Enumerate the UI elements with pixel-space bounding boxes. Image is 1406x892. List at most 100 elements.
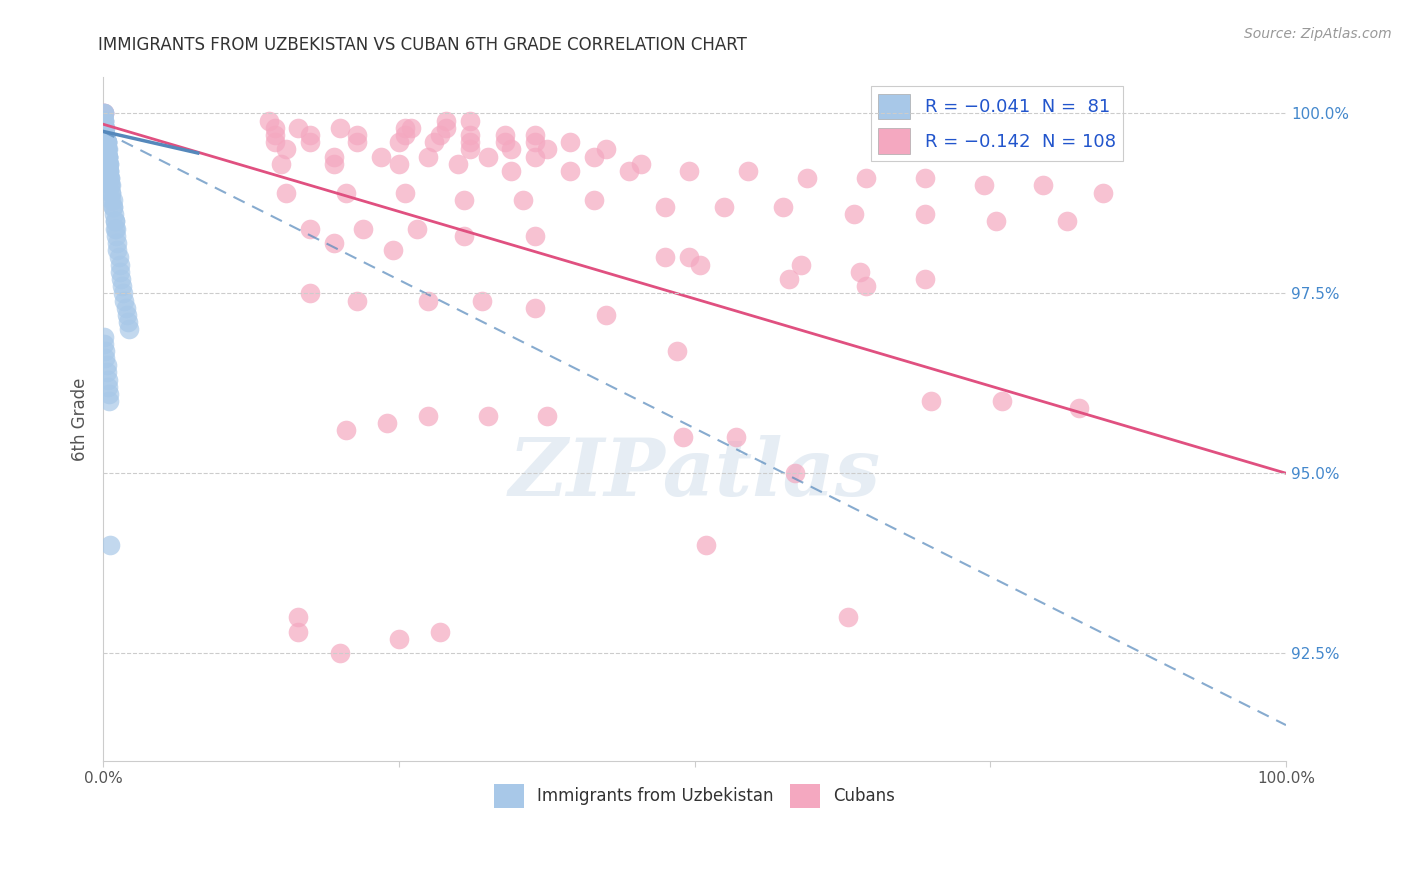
Point bbox=[93, 336, 115, 351]
Point bbox=[97, 373, 120, 387]
Point bbox=[105, 243, 128, 257]
Point bbox=[855, 279, 877, 293]
Point bbox=[595, 308, 617, 322]
Point bbox=[104, 214, 127, 228]
Point bbox=[560, 164, 582, 178]
Point bbox=[263, 120, 285, 135]
Point bbox=[595, 142, 617, 156]
Point bbox=[257, 113, 280, 128]
Point bbox=[93, 113, 115, 128]
Point bbox=[494, 128, 516, 142]
Point bbox=[110, 272, 132, 286]
Point bbox=[98, 164, 121, 178]
Point bbox=[630, 157, 652, 171]
Point bbox=[97, 157, 120, 171]
Point bbox=[1091, 186, 1114, 200]
Point bbox=[678, 251, 700, 265]
Point bbox=[108, 258, 131, 272]
Point bbox=[96, 135, 118, 149]
Point bbox=[388, 157, 411, 171]
Point bbox=[695, 538, 717, 552]
Point bbox=[93, 106, 115, 120]
Point bbox=[790, 258, 813, 272]
Point bbox=[97, 150, 120, 164]
Point bbox=[471, 293, 494, 308]
Point bbox=[276, 142, 298, 156]
Point bbox=[434, 120, 457, 135]
Point bbox=[96, 142, 118, 156]
Point bbox=[678, 164, 700, 178]
Point bbox=[1056, 214, 1078, 228]
Point bbox=[96, 142, 118, 156]
Point bbox=[103, 207, 125, 221]
Point bbox=[346, 135, 368, 149]
Point bbox=[399, 120, 422, 135]
Point bbox=[855, 171, 877, 186]
Point bbox=[97, 157, 120, 171]
Point bbox=[118, 322, 141, 336]
Point bbox=[991, 394, 1014, 409]
Point bbox=[453, 228, 475, 243]
Point bbox=[654, 251, 676, 265]
Point bbox=[394, 128, 416, 142]
Point bbox=[94, 128, 117, 142]
Point bbox=[418, 409, 440, 423]
Point bbox=[536, 142, 558, 156]
Point bbox=[93, 106, 115, 120]
Point bbox=[97, 142, 120, 156]
Point bbox=[94, 128, 117, 142]
Point bbox=[477, 150, 499, 164]
Point bbox=[97, 150, 120, 164]
Point bbox=[299, 221, 322, 235]
Point bbox=[96, 142, 118, 156]
Point bbox=[458, 142, 481, 156]
Point bbox=[512, 193, 534, 207]
Point bbox=[299, 135, 322, 149]
Point bbox=[299, 286, 322, 301]
Point bbox=[93, 113, 115, 128]
Point bbox=[104, 214, 127, 228]
Point bbox=[381, 243, 404, 257]
Point bbox=[115, 308, 138, 322]
Point bbox=[1032, 178, 1054, 193]
Point bbox=[94, 128, 117, 142]
Point bbox=[1067, 401, 1090, 416]
Point bbox=[93, 106, 115, 120]
Point bbox=[418, 150, 440, 164]
Point bbox=[388, 135, 411, 149]
Point bbox=[665, 343, 688, 358]
Point bbox=[96, 366, 118, 380]
Point bbox=[94, 120, 117, 135]
Point bbox=[114, 301, 136, 315]
Point bbox=[560, 135, 582, 149]
Point bbox=[523, 128, 546, 142]
Point bbox=[346, 293, 368, 308]
Point bbox=[737, 164, 759, 178]
Point bbox=[458, 135, 481, 149]
Point bbox=[111, 279, 134, 293]
Point bbox=[713, 200, 735, 214]
Point bbox=[96, 359, 118, 373]
Point bbox=[458, 113, 481, 128]
Point bbox=[105, 235, 128, 250]
Point bbox=[429, 624, 451, 639]
Point bbox=[844, 207, 866, 221]
Point bbox=[97, 150, 120, 164]
Point bbox=[96, 135, 118, 149]
Point bbox=[287, 624, 309, 639]
Point bbox=[837, 610, 859, 624]
Point bbox=[418, 293, 440, 308]
Point bbox=[263, 135, 285, 149]
Point bbox=[100, 186, 122, 200]
Text: ZIPatlas: ZIPatlas bbox=[509, 435, 880, 513]
Point bbox=[772, 200, 794, 214]
Point bbox=[501, 142, 523, 156]
Point bbox=[429, 128, 451, 142]
Point bbox=[920, 394, 942, 409]
Point bbox=[335, 186, 357, 200]
Point bbox=[477, 409, 499, 423]
Point bbox=[523, 228, 546, 243]
Point bbox=[447, 157, 470, 171]
Point bbox=[263, 128, 285, 142]
Point bbox=[914, 272, 936, 286]
